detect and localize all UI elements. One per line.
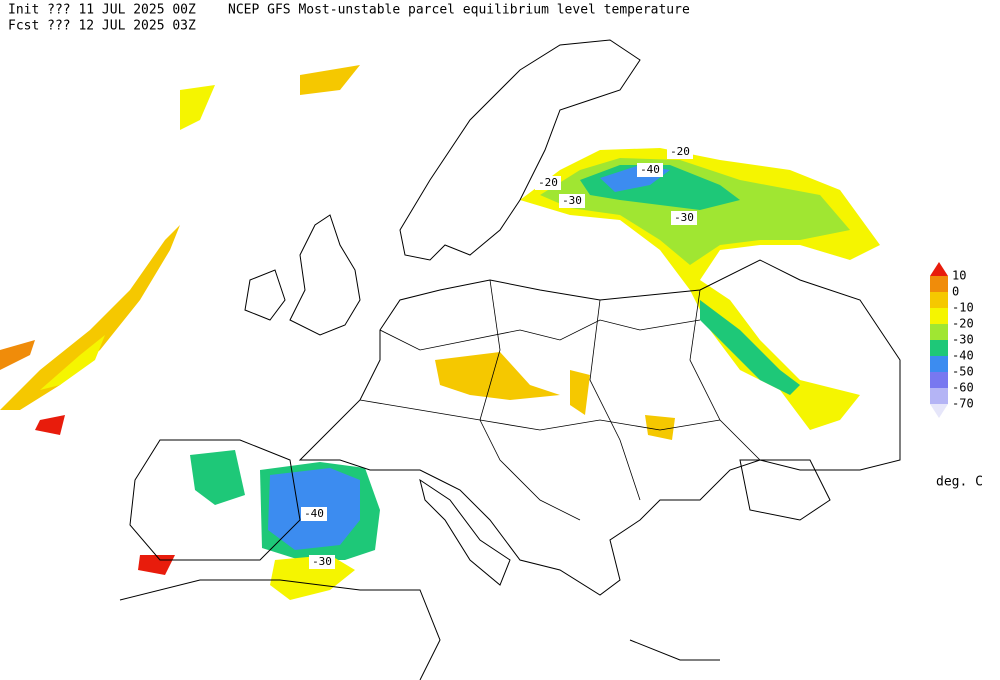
colorbar-label: -60 [952,381,974,395]
colorbar-band [930,276,948,292]
contour-label-bg [637,163,663,177]
colorbar-band [930,308,948,324]
contour-label: -30 [312,555,332,568]
borders [359,279,761,521]
colorbar-band [930,340,948,356]
coastlines [119,39,901,680]
colorbar-label: -50 [952,365,974,379]
colorbar-label: -30 [952,333,974,347]
colorbar-band [930,356,948,372]
contour-label-bg [671,211,697,225]
colorbar-label: 0 [952,285,959,299]
colorbar-label: 10 [952,269,966,283]
contour-label-bg [309,555,335,569]
contour-label: -40 [640,163,660,176]
contour-label-bg [301,507,327,521]
colorbar-band [930,372,948,388]
contour-label-bg [535,176,561,190]
contour-label: -30 [674,211,694,224]
contour-label: -20 [538,176,558,189]
colorbar-label: -20 [952,317,974,331]
shaded-areas [0,65,880,600]
colorbar-triangle [930,404,948,418]
colorbar-label: -70 [952,397,974,411]
colorbar: 10 0 -10 -20 -30 -40 -50 -60 -70 [930,262,974,418]
contour-label: -20 [670,145,690,158]
contour-label: -30 [562,194,582,207]
colorbar-triangle [930,262,948,276]
unit-label: deg. C [936,475,983,490]
colorbar-label: -40 [952,349,974,363]
colorbar-label: -10 [952,301,974,315]
colorbar-band [930,388,948,404]
forecast-label: Fcst ??? 12 JUL 2025 03Z [8,19,196,34]
init-label: Init ??? 11 JUL 2025 00Z [8,3,196,18]
contour-label: -40 [304,507,324,520]
contour-label-bg [667,145,693,159]
colorbar-band [930,324,948,340]
contour-labels: -20 -20 -40 -30 -30 -40 -30 [301,145,697,569]
colorbar-band [930,292,948,308]
contour-label-bg [559,194,585,208]
map-title: NCEP GFS Most-unstable parcel equilibriu… [228,3,690,18]
